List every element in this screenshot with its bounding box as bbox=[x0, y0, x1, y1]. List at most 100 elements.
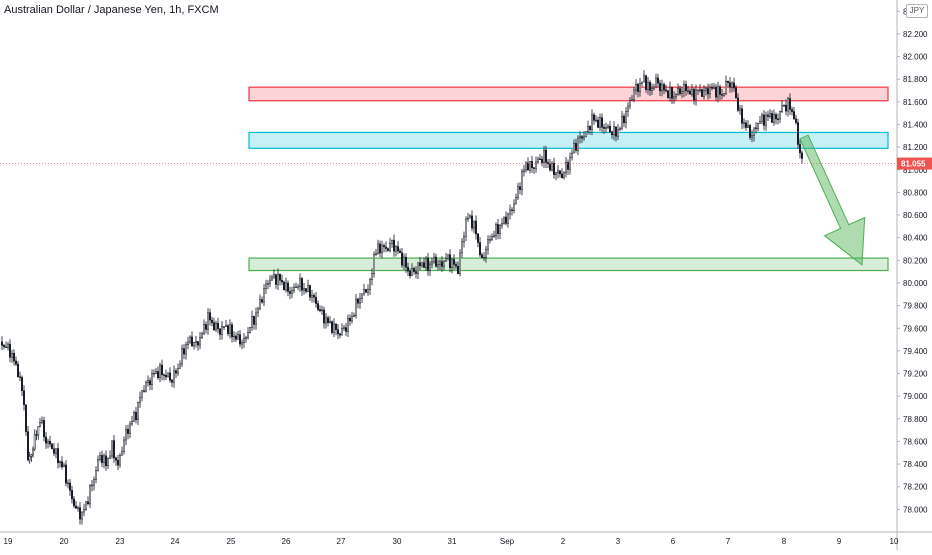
candle[interactable] bbox=[283, 280, 285, 291]
candle[interactable] bbox=[115, 456, 117, 466]
candle[interactable] bbox=[719, 84, 721, 101]
price-axis[interactable] bbox=[897, 0, 932, 550]
candle[interactable] bbox=[309, 284, 311, 301]
candle[interactable] bbox=[775, 112, 777, 125]
candle[interactable] bbox=[623, 113, 625, 128]
candle[interactable] bbox=[501, 217, 503, 229]
candle[interactable] bbox=[11, 349, 13, 363]
candle[interactable] bbox=[687, 86, 689, 95]
candle[interactable] bbox=[647, 76, 649, 95]
candle[interactable] bbox=[423, 257, 425, 269]
candle[interactable] bbox=[701, 88, 703, 97]
candle[interactable] bbox=[219, 327, 221, 341]
candle[interactable] bbox=[743, 118, 745, 129]
candle[interactable] bbox=[30, 453, 33, 462]
candle[interactable] bbox=[753, 127, 755, 142]
candle[interactable] bbox=[729, 77, 731, 93]
candle[interactable] bbox=[559, 170, 561, 178]
candle[interactable] bbox=[707, 83, 709, 100]
candle[interactable] bbox=[397, 241, 399, 255]
candle[interactable] bbox=[595, 115, 597, 123]
candle[interactable] bbox=[25, 404, 27, 436]
candle[interactable] bbox=[1, 336, 3, 351]
candle[interactable] bbox=[253, 315, 255, 330]
candle[interactable] bbox=[93, 476, 95, 491]
candle[interactable] bbox=[49, 435, 51, 448]
candle[interactable] bbox=[301, 276, 303, 296]
candle[interactable] bbox=[789, 93, 791, 115]
candle[interactable] bbox=[131, 416, 133, 427]
candle[interactable] bbox=[389, 237, 391, 253]
candle[interactable] bbox=[555, 171, 557, 181]
candle[interactable] bbox=[513, 199, 515, 214]
candle[interactable] bbox=[189, 335, 191, 345]
candle[interactable] bbox=[99, 451, 101, 462]
candle[interactable] bbox=[195, 335, 197, 348]
candle[interactable] bbox=[669, 81, 671, 102]
candle[interactable] bbox=[185, 341, 187, 360]
candle[interactable] bbox=[507, 212, 509, 228]
candle[interactable] bbox=[625, 107, 627, 129]
candle[interactable] bbox=[109, 450, 111, 459]
candle[interactable] bbox=[245, 335, 247, 343]
candle[interactable] bbox=[731, 81, 733, 93]
candle[interactable] bbox=[327, 315, 329, 327]
candle[interactable] bbox=[229, 319, 231, 339]
candle[interactable] bbox=[28, 451, 31, 464]
candle[interactable] bbox=[355, 293, 357, 319]
candle[interactable] bbox=[607, 124, 609, 130]
candle[interactable] bbox=[227, 324, 229, 337]
candle[interactable] bbox=[435, 253, 437, 268]
candle[interactable] bbox=[447, 254, 449, 261]
candle[interactable] bbox=[89, 483, 91, 508]
candle[interactable] bbox=[377, 239, 379, 255]
candle[interactable] bbox=[133, 410, 135, 423]
candle[interactable] bbox=[399, 248, 401, 254]
candle[interactable] bbox=[509, 204, 511, 220]
candle[interactable] bbox=[271, 274, 273, 282]
candle[interactable] bbox=[37, 426, 40, 440]
candle[interactable] bbox=[257, 306, 259, 318]
candle[interactable] bbox=[537, 156, 539, 165]
candle[interactable] bbox=[637, 82, 639, 98]
candle[interactable] bbox=[73, 495, 75, 509]
candle[interactable] bbox=[351, 311, 353, 324]
candle[interactable] bbox=[287, 280, 289, 297]
candle[interactable] bbox=[285, 277, 287, 293]
candle[interactable] bbox=[183, 344, 185, 360]
candle[interactable] bbox=[751, 130, 753, 143]
candle[interactable] bbox=[777, 113, 779, 125]
candle[interactable] bbox=[21, 375, 23, 397]
candle[interactable] bbox=[155, 367, 157, 375]
candle[interactable] bbox=[621, 110, 623, 131]
candle[interactable] bbox=[135, 406, 137, 424]
candle[interactable] bbox=[771, 110, 773, 124]
candle[interactable] bbox=[47, 438, 49, 449]
candle[interactable] bbox=[81, 511, 83, 525]
candle[interactable] bbox=[577, 135, 579, 156]
candle[interactable] bbox=[17, 361, 19, 378]
candle[interactable] bbox=[149, 377, 151, 391]
candle[interactable] bbox=[529, 161, 531, 174]
candle[interactable] bbox=[153, 369, 155, 378]
candle[interactable] bbox=[773, 109, 775, 126]
candle[interactable] bbox=[305, 288, 307, 294]
candle[interactable] bbox=[237, 330, 239, 340]
candle[interactable] bbox=[629, 96, 631, 110]
candle[interactable] bbox=[445, 252, 447, 263]
candle[interactable] bbox=[615, 126, 617, 142]
candle[interactable] bbox=[383, 243, 385, 253]
candle[interactable] bbox=[32, 446, 34, 458]
candle[interactable] bbox=[295, 282, 297, 289]
candle[interactable] bbox=[79, 502, 81, 525]
zone-rect[interactable] bbox=[248, 131, 889, 149]
candle[interactable] bbox=[567, 159, 569, 175]
candle[interactable] bbox=[321, 305, 323, 315]
candle[interactable] bbox=[585, 131, 587, 138]
candle[interactable] bbox=[481, 252, 483, 259]
candle[interactable] bbox=[477, 233, 479, 248]
candle[interactable] bbox=[57, 442, 59, 469]
candle[interactable] bbox=[215, 320, 217, 332]
candle[interactable] bbox=[539, 153, 541, 160]
candle[interactable] bbox=[543, 145, 545, 168]
